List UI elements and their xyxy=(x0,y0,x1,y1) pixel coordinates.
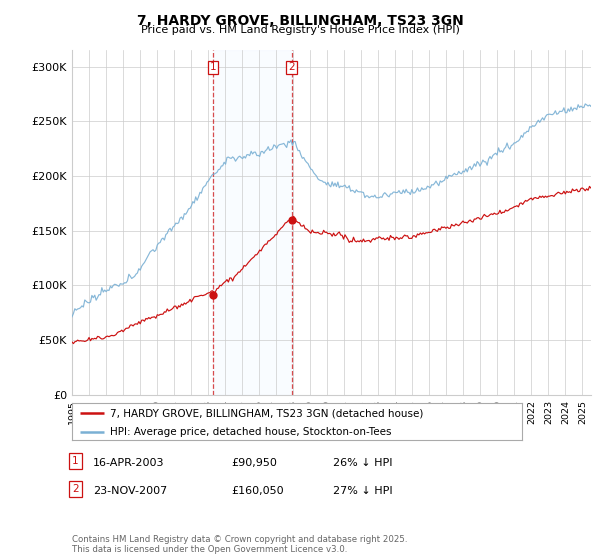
Text: £160,050: £160,050 xyxy=(231,486,284,496)
Text: 16-APR-2003: 16-APR-2003 xyxy=(93,458,164,468)
Text: 7, HARDY GROVE, BILLINGHAM, TS23 3GN: 7, HARDY GROVE, BILLINGHAM, TS23 3GN xyxy=(137,14,463,28)
Text: 26% ↓ HPI: 26% ↓ HPI xyxy=(333,458,392,468)
Bar xyxy=(213,50,292,395)
Text: HPI: Average price, detached house, Stockton-on-Tees: HPI: Average price, detached house, Stoc… xyxy=(110,427,392,437)
Text: Price paid vs. HM Land Registry's House Price Index (HPI): Price paid vs. HM Land Registry's House … xyxy=(140,25,460,35)
Text: 23-NOV-2007: 23-NOV-2007 xyxy=(93,486,167,496)
Text: £90,950: £90,950 xyxy=(231,458,277,468)
Text: 27% ↓ HPI: 27% ↓ HPI xyxy=(333,486,392,496)
Text: 7, HARDY GROVE, BILLINGHAM, TS23 3GN (detached house): 7, HARDY GROVE, BILLINGHAM, TS23 3GN (de… xyxy=(110,408,424,418)
Text: 2: 2 xyxy=(72,484,79,494)
Text: 1: 1 xyxy=(72,456,79,466)
Text: 1: 1 xyxy=(210,63,217,72)
Text: 2: 2 xyxy=(288,63,295,72)
Text: Contains HM Land Registry data © Crown copyright and database right 2025.
This d: Contains HM Land Registry data © Crown c… xyxy=(72,535,407,554)
